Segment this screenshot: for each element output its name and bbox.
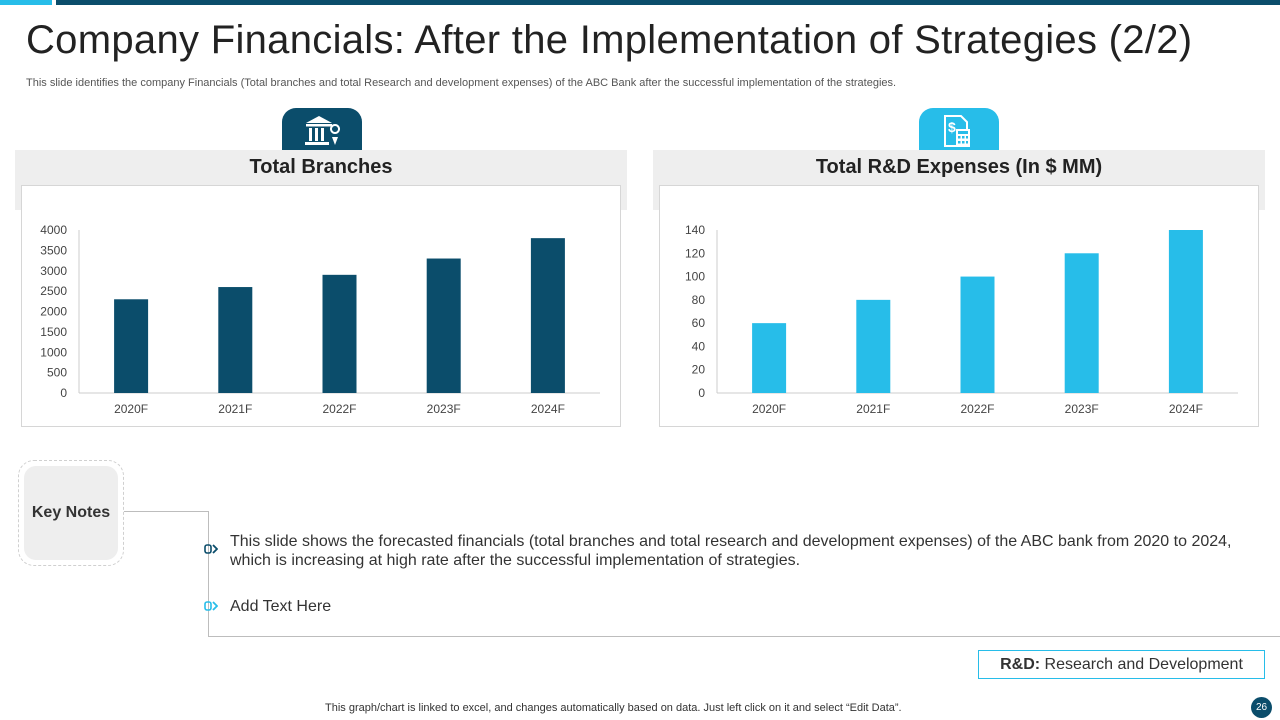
rd-chart-svg: 0 20 40 60 80 100 120 140 2020F 2021F 2022F 2023F 20… [660,186,1260,428]
bullet-chevron-icon [204,543,218,555]
bar-2022F[interactable] [961,277,995,393]
branches-chart[interactable]: 0 500 1000 1500 2000 2500 3000 3500 4000 2020F 202… [21,185,621,427]
rd-expenses-chart[interactable]: 0 20 40 60 80 100 120 140 2020F 2021F 2022F 2023F 20… [659,185,1259,427]
y-tick-label: 60 [692,316,706,330]
y-tick-label: 1000 [40,345,67,359]
legend-abbr: R&D: [1000,656,1040,674]
branches-chart-svg: 0 500 1000 1500 2000 2500 3000 3500 4000 2020F 202… [22,186,622,428]
key-notes-box: Key Notes [24,466,118,560]
connector-line [124,511,209,512]
bar-2022F[interactable] [323,275,357,393]
page-title: Company Financials: After the Implementa… [26,18,1192,63]
bar-2024F[interactable] [531,238,565,393]
x-tick-label: 2020F [114,402,148,416]
connector-line [208,511,209,637]
bar-2023F[interactable] [1065,253,1099,393]
y-tick-label: 0 [698,386,705,400]
y-tick-label: 40 [692,339,706,353]
y-tick-label: 0 [60,386,67,400]
calculator-dollar-icon-tab: $ [919,108,999,156]
top-accent-bar-light [0,0,52,5]
x-tick-label: 2024F [1169,402,1203,416]
y-tick-label: 2500 [40,284,67,298]
y-tick-label: 3000 [40,264,67,278]
footer-note: This graph/chart is linked to excel, and… [325,702,902,714]
branches-chart-title: Total Branches [15,156,627,179]
y-tick-label: 140 [685,223,705,237]
page-subtitle: This slide identifies the company Financ… [26,77,896,89]
bar-2021F[interactable] [218,287,252,393]
y-tick-label: 100 [685,270,705,284]
y-tick-label: 1500 [40,325,67,339]
x-tick-label: 2022F [322,402,356,416]
bar-2020F[interactable] [752,323,786,393]
x-tick-label: 2024F [531,402,565,416]
y-tick-label: 500 [47,366,67,380]
x-tick-label: 2023F [427,402,461,416]
bar-2021F[interactable] [856,300,890,393]
x-tick-label: 2023F [1065,402,1099,416]
svg-text:$: $ [948,119,956,135]
y-tick-label: 80 [692,293,706,307]
key-notes-label: Key Notes [32,504,110,522]
rd-chart-title: Total R&D Expenses (In $ MM) [653,156,1265,179]
bar-2020F[interactable] [114,299,148,393]
top-accent-bar-dark [56,0,1280,5]
y-tick-label: 4000 [40,223,67,237]
y-tick-label: 20 [692,363,706,377]
legend-text: Research and Development [1045,656,1243,674]
key-note-item[interactable]: Add Text Here [230,597,331,616]
abbreviation-legend: R&D: Research and Development [978,650,1265,679]
bullet-chevron-icon [204,600,218,612]
bank-icon-tab [282,108,362,156]
x-tick-label: 2020F [752,402,786,416]
bar-2024F[interactable] [1169,230,1203,393]
calculator-dollar-icon: $ [939,114,979,150]
y-tick-label: 120 [685,246,705,260]
x-tick-label: 2022F [960,402,994,416]
x-tick-label: 2021F [218,402,252,416]
page-number: 26 [1251,697,1272,718]
bar-2023F[interactable] [427,259,461,393]
x-tick-label: 2021F [856,402,890,416]
y-tick-label: 3500 [40,243,67,257]
connector-line [208,636,1280,637]
key-note-item: This slide shows the forecasted financia… [230,532,1240,570]
y-tick-label: 2000 [40,305,67,319]
bank-icon [302,114,342,148]
